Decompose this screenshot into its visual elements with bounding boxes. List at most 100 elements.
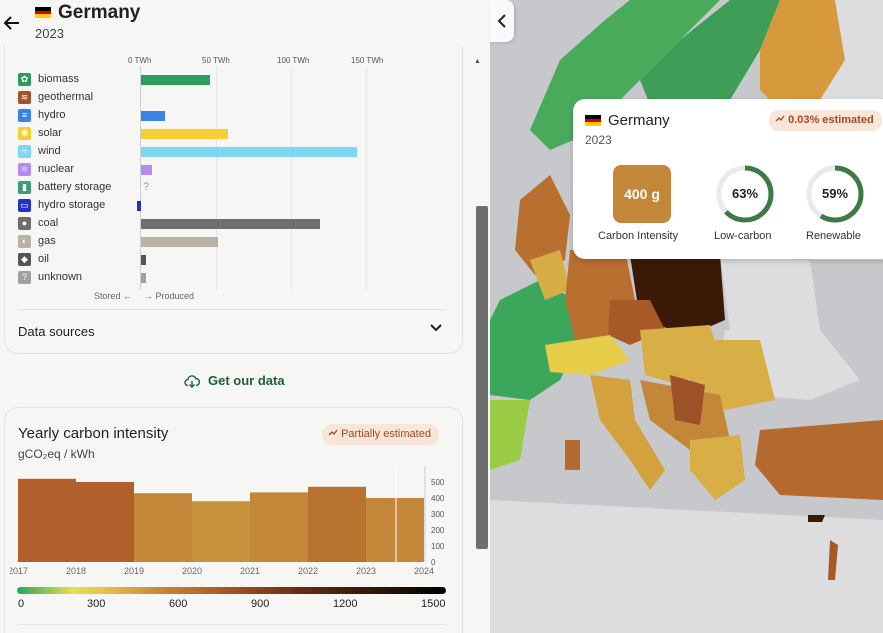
map-region-greece[interactable] <box>690 435 745 500</box>
source-label: biomass <box>38 73 79 85</box>
stored-label: Stored ← <box>94 291 133 301</box>
map-region-sardinia[interactable] <box>565 440 580 470</box>
cloud-download-icon <box>184 375 200 388</box>
map-region-benelux[interactable] <box>530 250 570 300</box>
source-label: coal <box>38 217 59 229</box>
source-label: oil <box>38 253 50 265</box>
intensity-bar-2020[interactable] <box>192 501 250 562</box>
map-region-baltics-belarus[interactable] <box>720 255 820 330</box>
gridline <box>366 66 367 290</box>
scrollbar-thumb[interactable] <box>476 206 488 549</box>
bar-coal[interactable] <box>141 219 320 229</box>
map-region-turkey[interactable] <box>755 420 883 500</box>
scale-label: 1200 <box>333 598 358 610</box>
country-panel: Germany 2023 ▲ 0 TWh 50 TWh 100 TWh 150 … <box>0 0 490 633</box>
scale-label: 600 <box>169 598 188 610</box>
yearly-intensity-unit: gCO₂eq / kWh <box>18 447 95 461</box>
production-card <box>4 44 463 354</box>
source-label: geothermal <box>38 91 94 103</box>
tooltip-country: Germany <box>608 112 670 129</box>
get-our-data-label: Get our data <box>208 373 285 388</box>
data-sources-toggle[interactable]: Data sources <box>18 324 95 339</box>
nuclear-icon: ⚛ <box>18 163 31 176</box>
source-label: nuclear <box>38 163 75 175</box>
selected-year: 2023 <box>35 26 64 41</box>
panel-header: Germany 2023 <box>0 0 490 46</box>
gridline <box>216 66 217 290</box>
hydro-icon: ≡ <box>18 109 31 122</box>
bar-unknown[interactable] <box>141 273 146 283</box>
low-carbon-label: Low-carbon <box>714 230 772 242</box>
map-region-uk[interactable] <box>515 175 570 275</box>
biomass-icon: ✿ <box>18 73 31 86</box>
hydro-storage-icon: ▭ <box>18 199 31 212</box>
x-tick-label: 2019 <box>124 566 144 576</box>
map-region-north-africa[interactable] <box>490 500 883 633</box>
source-label: battery storage <box>38 181 112 193</box>
renewable-label: Renewable <box>806 230 862 242</box>
intensity-bar-2022[interactable] <box>308 486 366 562</box>
yearly-intensity-chart: 0 100 200 300 400 500 2017 2018 2019 2020 2021 2022… <box>10 466 445 576</box>
bar-hydro[interactable] <box>141 111 165 121</box>
axis-tick-100: 100 TWh <box>277 56 310 65</box>
chevron-down-icon[interactable] <box>429 321 443 338</box>
intensity-bar-2023[interactable] <box>366 498 424 562</box>
map-region-italy[interactable] <box>590 375 665 490</box>
map-region-finland[interactable] <box>760 0 845 110</box>
carbon-intensity-scale <box>17 587 446 594</box>
y-tick-label: 300 <box>431 510 445 519</box>
produced-label: → Produced <box>144 291 195 301</box>
renewable-ring <box>806 165 864 223</box>
wind-icon: ≈ <box>18 145 31 158</box>
scale-label: 0 <box>18 598 25 610</box>
intensity-bar-2019[interactable] <box>134 493 192 562</box>
battery-storage-icon: ▮ <box>18 181 31 194</box>
europe-map[interactable] <box>490 0 883 633</box>
source-label: gas <box>38 235 56 247</box>
arrow-left-icon[interactable] <box>2 12 22 34</box>
map-region-romania[interactable] <box>690 340 775 410</box>
bar-wind[interactable] <box>141 147 357 157</box>
y-tick-label: 400 <box>431 494 445 503</box>
map-region-cyprus[interactable] <box>808 515 825 522</box>
country-name: Germany <box>58 2 141 23</box>
bar-hydro-storage[interactable] <box>136 201 141 211</box>
scroll-up-arrow[interactable]: ▲ <box>474 58 481 65</box>
bar-oil[interactable] <box>141 255 146 265</box>
y-tick-label: 100 <box>431 542 445 551</box>
map-region-sweden[interactable] <box>640 0 780 110</box>
axis-tick-0: 0 TWh <box>128 56 152 65</box>
coal-icon: ● <box>18 217 31 230</box>
tooltip-year: 2023 <box>585 133 612 147</box>
map-region-serbia[interactable] <box>670 375 705 425</box>
x-tick-label: 2017 <box>10 566 28 576</box>
x-tick-label: 2021 <box>240 566 260 576</box>
intensity-bar-2018[interactable] <box>76 482 134 562</box>
gas-icon: ◐ <box>18 235 31 248</box>
x-tick-label: 2022 <box>298 566 318 576</box>
intensity-bar-2021[interactable] <box>250 492 308 562</box>
source-label: hydro <box>38 109 66 121</box>
unknown-value-mark: ? <box>143 181 150 193</box>
low-carbon-ring <box>716 165 774 223</box>
source-label: solar <box>38 127 62 139</box>
map-region-iberia[interactable] <box>490 400 530 470</box>
y-tick-label: 0 <box>431 558 436 567</box>
bar-solar[interactable] <box>141 129 228 139</box>
trend-icon <box>328 429 338 436</box>
bar-nuclear[interactable] <box>141 165 152 175</box>
germany-flag-icon <box>585 115 601 126</box>
trend-icon <box>775 115 785 122</box>
chevron-left-icon[interactable] <box>490 0 514 42</box>
oil-icon: ◆ <box>18 253 31 266</box>
map-region-israel[interactable] <box>828 540 838 580</box>
bar-gas[interactable] <box>141 237 218 247</box>
divider <box>18 309 446 310</box>
zero-axis <box>140 66 141 290</box>
map-region-austria-switzerland[interactable] <box>545 335 630 375</box>
intensity-bar-2017[interactable] <box>18 478 76 562</box>
carbon-intensity-label: Carbon Intensity <box>598 230 679 242</box>
x-tick-label: 2018 <box>66 566 86 576</box>
scale-label: 900 <box>251 598 270 610</box>
bar-biomass[interactable] <box>141 75 210 85</box>
